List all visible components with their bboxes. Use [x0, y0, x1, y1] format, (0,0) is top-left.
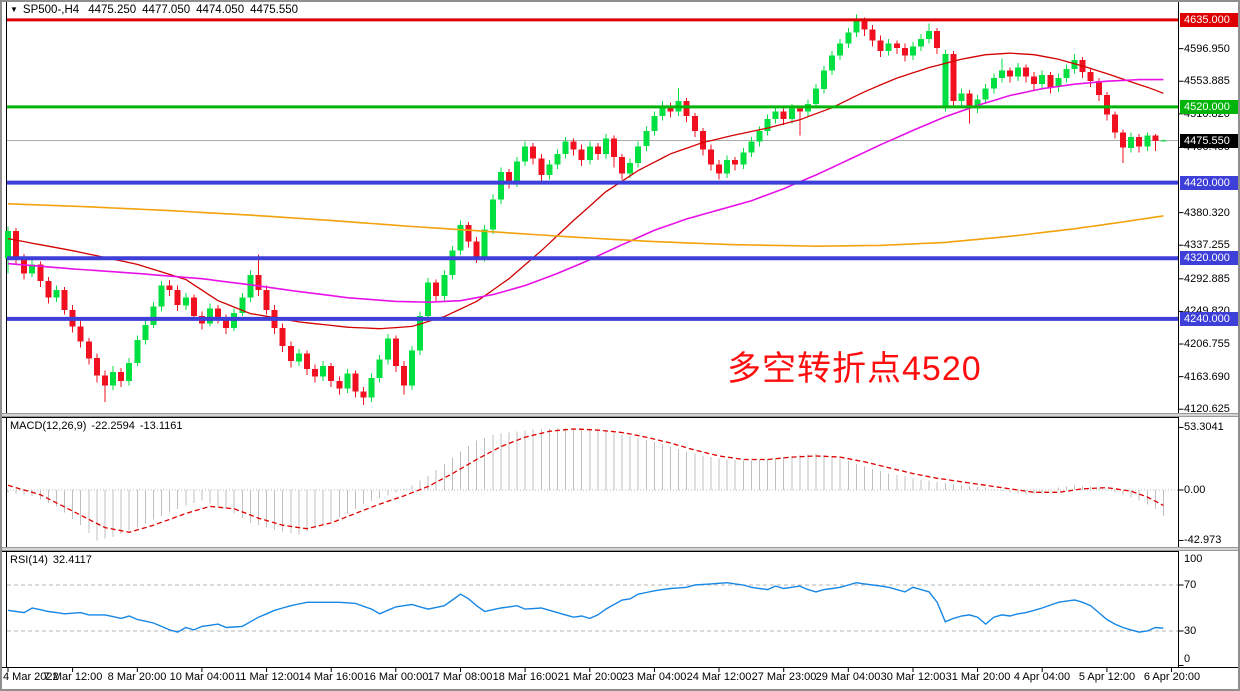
price-level-badge: 4420.000 — [1180, 176, 1238, 190]
rsi-axis-tick-label: 30 — [1184, 625, 1197, 637]
time-axis-label: 14 Mar 16:00 — [298, 671, 364, 683]
price-level-badge: 4635.000 — [1180, 13, 1238, 27]
rsi-axis-tick-label: 100 — [1184, 553, 1203, 565]
price-axis-tick-label: 4163.690 — [1184, 371, 1230, 383]
time-axis-label: 17 Mar 08:00 — [427, 671, 493, 683]
time-axis-label: 24 Mar 12:00 — [686, 671, 752, 683]
panel-splitter-macd[interactable] — [2, 413, 1238, 417]
rsi-axis-tick-label: 0 — [1184, 653, 1191, 665]
time-axis-label: 27 Mar 23:00 — [751, 671, 817, 683]
time-axis-label: 4 Apr 04:00 — [1013, 671, 1071, 683]
macd-name: MACD(12,26,9) — [10, 420, 87, 432]
price-level-badge: 4520.000 — [1180, 100, 1238, 114]
macd-indicator-label: MACD(12,26,9) -22.2594 -13.1161 — [10, 420, 187, 432]
mid-ma-magenta — [7, 78, 1164, 304]
rsi-axis-tick-label: 70 — [1184, 579, 1197, 591]
time-axis-label: 31 Mar 20:00 — [945, 671, 1011, 683]
current-price-badge: 4475.550 — [1180, 134, 1238, 148]
chart-title: ▼ SP500-,H4 4475.250 4477.050 4474.050 4475.5… — [10, 4, 304, 16]
quote-high: 4477.050 — [142, 4, 191, 16]
quote-low: 4474.050 — [196, 4, 245, 16]
macd-axis-tick-label: 53.3041 — [1184, 421, 1224, 433]
time-axis-label: 7 Mar 12:00 — [43, 671, 103, 683]
price-axis-tick-label: 4337.255 — [1184, 239, 1230, 251]
price-axis-tick-label: 4292.885 — [1184, 273, 1230, 285]
time-axis-label: 10 Mar 04:00 — [169, 671, 235, 683]
time-axis-label: 16 Mar 00:00 — [363, 671, 429, 683]
rsi-indicator-label: RSI(14) 32.4117 — [10, 554, 97, 566]
symbol-dropdown-icon[interactable]: ▼ — [10, 5, 18, 14]
symbol-period-label: SP500-,H4 — [22, 4, 80, 16]
macd-main-value: -22.2594 — [91, 420, 135, 432]
macd-axis-tick-label: 0.00 — [1184, 484, 1206, 496]
price-axis-tick-label: 4596.950 — [1184, 43, 1230, 55]
chart-text-annotation: 多空转折点4520 — [727, 350, 982, 388]
macd-signal-value: -13.1161 — [139, 420, 183, 432]
time-axis-label: 5 Apr 12:00 — [1078, 671, 1136, 683]
fast-ma-red — [7, 52, 1164, 330]
panel-splitter-rsi[interactable] — [2, 547, 1238, 551]
price-axis-tick-label: 4120.625 — [1184, 403, 1230, 415]
quote-close: 4475.550 — [250, 4, 299, 16]
time-axis-label: 18 Mar 16:00 — [492, 671, 558, 683]
time-axis-label: 11 Mar 12:00 — [234, 671, 300, 683]
macd-axis-tick-label: -42.973 — [1184, 534, 1222, 546]
price-level-badge: 4320.000 — [1180, 251, 1238, 265]
slow-ma-orange — [7, 203, 1164, 248]
time-axis-label: 29 Mar 04:00 — [815, 671, 881, 683]
rsi-value: 32.4117 — [52, 554, 92, 566]
time-axis-label: 8 Mar 20:00 — [107, 671, 167, 683]
price-axis-tick-label: 4553.885 — [1184, 75, 1230, 87]
price-axis-tick-label: 4380.320 — [1184, 207, 1230, 219]
time-axis-label: 23 Mar 04:00 — [621, 671, 687, 683]
price-level-badge: 4240.000 — [1180, 312, 1238, 326]
rsi-name: RSI(14) — [10, 554, 48, 566]
quote-open: 4475.250 — [88, 4, 137, 16]
price-axis-tick-label: 4206.755 — [1184, 338, 1230, 350]
time-axis-label: 6 Apr 20:00 — [1143, 671, 1201, 683]
time-axis-label: 21 Mar 20:00 — [557, 671, 623, 683]
time-axis-label: 30 Mar 12:00 — [880, 671, 946, 683]
time-axis-label: 4 Mar 2022 — [3, 671, 59, 683]
